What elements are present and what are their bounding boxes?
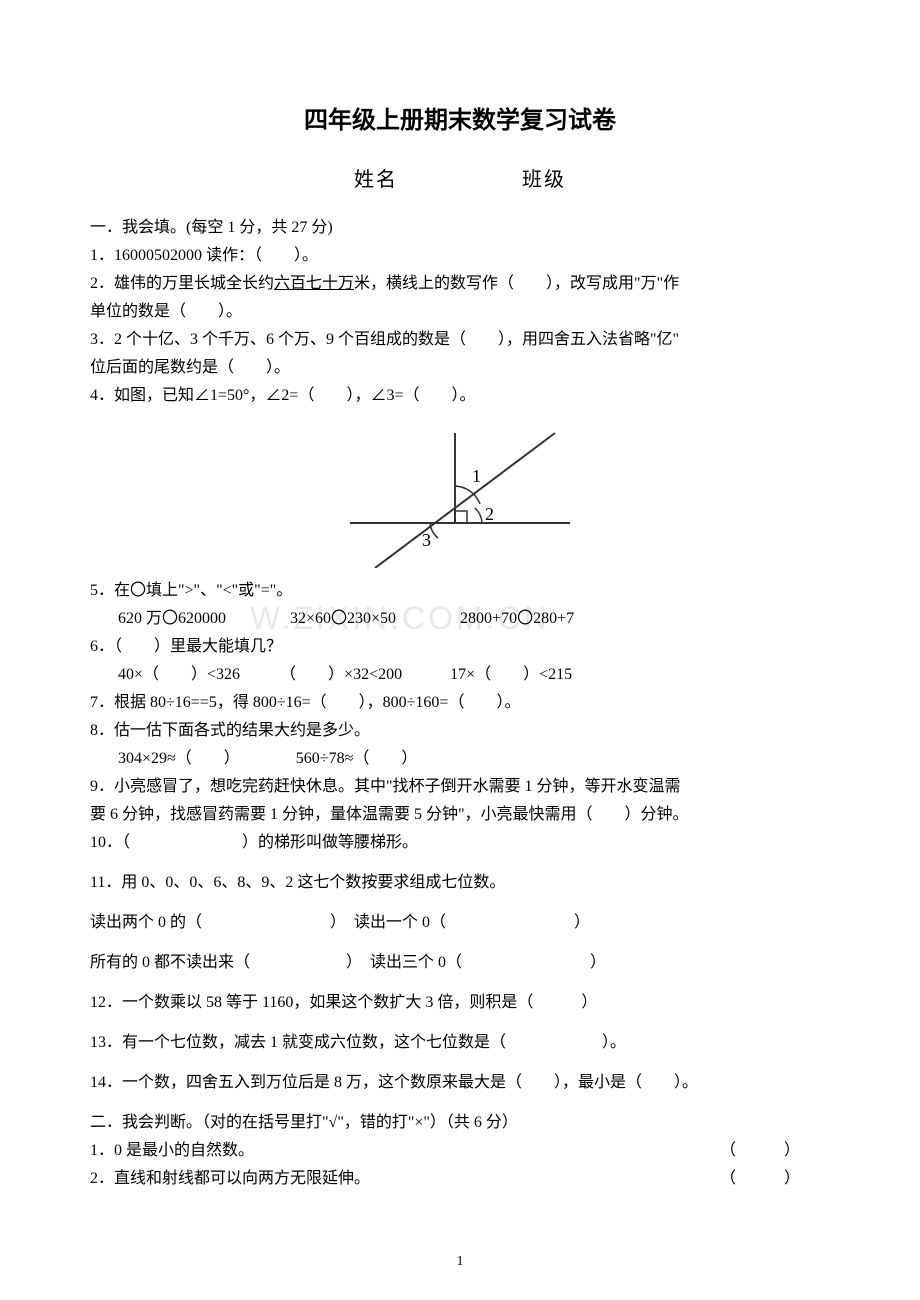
q9-line1: 9．小亮感冒了，想吃完药赶快休息。其中"找杯子倒开水需要 1 分钟，等开水变温需 — [90, 773, 830, 801]
q6-items: 40×（ ）<326 （ ）×32<200 17×（ ）<215 — [90, 661, 830, 689]
judge-q1-text: 1．0 是最小的自然数。 — [90, 1137, 254, 1165]
q10: 10．（ ）的梯形叫做等腰梯形。 — [90, 829, 830, 857]
q2-line2: 单位的数是（ ）。 — [90, 298, 830, 326]
q7: 7．根据 80÷16==5，得 800÷16=（ ），800÷160=（ ）。 — [90, 689, 830, 717]
q4: 4．如图，已知∠1=50°，∠2=（ ），∠3=（ ）。 — [90, 382, 830, 410]
q14: 14．一个数，四舍五入到万位后是 8 万，这个数原来最大是（ ），最小是（ ）。 — [90, 1069, 830, 1097]
spacer — [405, 169, 515, 191]
q5-items: 620 万〇620000 32×60〇230×50 2800+70〇280+7 — [90, 605, 830, 633]
judge-q2-paren: （ ） — [720, 1165, 830, 1193]
q2-underline: 六百七十万 — [274, 275, 354, 292]
q2-text-a: 2．雄伟的万里长城全长约 — [90, 275, 274, 292]
q5: 5．在〇填上">"、"<"或"="。 — [90, 577, 830, 605]
q11-row2: 所有的 0 都不读出来（ ） 读出三个 0（ ） — [90, 949, 830, 977]
page-number: 1 — [0, 1254, 920, 1270]
q11-row1: 读出两个 0 的（ ） 读出一个 0（ ） — [90, 909, 830, 937]
judge-q2-text: 2．直线和射线都可以向两方无限延伸。 — [90, 1165, 370, 1193]
angle-diagram: 1 2 3 — [90, 418, 830, 573]
page-title: 四年级上册期末数学复习试卷 — [90, 100, 830, 135]
svg-text:3: 3 — [422, 530, 431, 550]
q8: 8．估一估下面各式的结果大约是多少。 — [90, 717, 830, 745]
q9-line2: 要 6 分钟，找感冒药需要 1 分钟，量体温需要 5 分钟"，小亮最快需用（ ）… — [90, 801, 830, 829]
q11b-text: 所有的 0 都不读出来（ ） 读出三个 0（ ） — [90, 954, 606, 971]
label-name: 姓名 — [354, 169, 398, 191]
q12: 12．一个数乘以 58 等于 1160，如果这个数扩大 3 倍，则积是（ ） — [90, 989, 830, 1017]
q2-text-b: 米，横线上的数写作（ ），改写成用"万"作 — [354, 275, 679, 292]
q13: 13．有一个七位数，减去 1 就变成六位数，这个七位数是（ ）。 — [90, 1029, 830, 1057]
q11: 11．用 0、0、0、6、8、9、2 这七个数按要求组成七位数。 — [90, 869, 830, 897]
q2-line1: 2．雄伟的万里长城全长约六百七十万米，横线上的数写作（ ），改写成用"万"作 — [90, 270, 830, 298]
svg-text:1: 1 — [472, 466, 481, 486]
judge-q2: 2．直线和射线都可以向两方无限延伸。 （ ） — [90, 1165, 830, 1193]
judge-q1-paren: （ ） — [720, 1137, 830, 1165]
content: 四年级上册期末数学复习试卷 姓名 班级 一．我会填。(每空 1 分，共 27 分… — [90, 100, 830, 1193]
q11a-text: 读出两个 0 的（ ） 读出一个 0（ ） — [90, 914, 590, 931]
svg-text:2: 2 — [485, 504, 494, 524]
section2-header: 二．我会判断。（对的在括号里打"√"，错的打"×"）（共 6 分） — [90, 1109, 830, 1137]
judge-q1: 1．0 是最小的自然数。 （ ） — [90, 1137, 830, 1165]
q1: 1．16000502000 读作：（ ）。 — [90, 242, 830, 270]
q3-line1: 3．2 个十亿、3 个千万、6 个万、9 个百组成的数是（ ），用四舍五入法省略… — [90, 326, 830, 354]
label-class: 班级 — [522, 169, 566, 191]
q8-items: 304×29≈（ ） 560÷78≈（ ） — [90, 745, 830, 773]
q6: 6．（ ）里最大能填几？ — [90, 633, 830, 661]
q3-line2: 位后面的尾数约是（ ）。 — [90, 354, 830, 382]
section1-header: 一．我会填。(每空 1 分，共 27 分) — [90, 214, 830, 242]
name-class-line: 姓名 班级 — [90, 163, 830, 192]
